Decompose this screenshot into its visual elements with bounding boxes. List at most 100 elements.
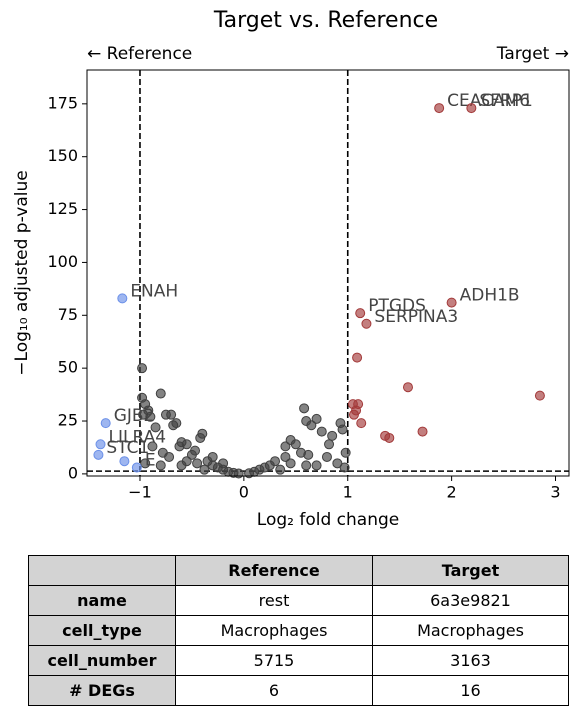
point: [434, 103, 445, 114]
point: [352, 352, 363, 363]
point: [384, 432, 395, 443]
point: [150, 422, 161, 433]
point: [311, 460, 322, 471]
point-label: LILRA4: [109, 427, 167, 447]
cell: Macrophages: [372, 615, 569, 646]
point-label: SFRP1: [479, 91, 532, 111]
y-tick-label: 0: [68, 463, 78, 482]
point: [95, 439, 106, 450]
header-cell: Reference: [175, 555, 373, 586]
point: [306, 420, 317, 431]
x-tick-label: 1: [343, 483, 353, 502]
point: [140, 458, 151, 469]
point: [176, 460, 187, 471]
table-row: name rest 6a3e9821: [28, 585, 569, 616]
point: [402, 382, 413, 393]
point-label: PTGDS: [368, 296, 426, 316]
cell: 6: [175, 675, 373, 706]
point: [131, 462, 142, 473]
point: [117, 293, 128, 304]
row-header: cell_number: [28, 645, 176, 676]
y-tick-label: 50: [58, 358, 78, 377]
point: [155, 388, 166, 399]
cell: 16: [372, 675, 569, 706]
point: [93, 449, 104, 460]
left-label: ← Reference: [87, 44, 192, 64]
point-label: ENAH: [130, 281, 178, 301]
table-row: cell_number 5715 3163: [28, 645, 569, 676]
cell: 3163: [372, 645, 569, 676]
point-label: STC1: [106, 438, 149, 458]
point: [280, 451, 291, 462]
cell: rest: [175, 585, 373, 616]
point: [275, 464, 286, 475]
y-tick-label: 25: [58, 411, 78, 430]
point: [301, 460, 312, 471]
point-label: E: [145, 451, 156, 471]
info-table: Reference Target name rest 6a3e9821 cell_ty…: [28, 555, 569, 706]
point-label: SERPINA3: [374, 307, 458, 327]
point: [137, 363, 148, 374]
point: [218, 458, 229, 469]
point: [285, 458, 296, 469]
point-label: GJB2: [114, 406, 155, 426]
point: [417, 426, 428, 437]
right-label: Target →: [496, 44, 569, 64]
row-header: # DEGs: [28, 675, 176, 706]
point: [311, 413, 322, 424]
x-tick-label: 0: [239, 483, 249, 502]
point: [534, 390, 545, 401]
x-tick-label: 3: [550, 483, 560, 502]
chart-title: Target vs. Reference: [213, 8, 438, 33]
point: [192, 458, 203, 469]
point: [168, 420, 179, 431]
point: [355, 308, 366, 319]
table-row: cell_type Macrophages Macrophages: [28, 615, 569, 646]
point: [155, 460, 166, 471]
header-cell: Target: [372, 555, 569, 586]
point: [280, 441, 291, 452]
point: [321, 451, 332, 462]
point: [195, 432, 206, 443]
point: [348, 409, 359, 420]
point: [340, 447, 351, 458]
point: [466, 103, 477, 114]
cell: Macrophages: [175, 615, 373, 646]
point: [166, 409, 177, 420]
point: [100, 418, 111, 429]
x-tick-label: 2: [447, 483, 457, 502]
point: [147, 441, 158, 452]
y-tick-label: 75: [58, 305, 78, 324]
point: [299, 403, 310, 414]
row-header: cell_type: [28, 615, 176, 646]
point: [207, 451, 218, 462]
cell: 6a3e9821: [372, 585, 569, 616]
chart: Target vs. Reference ← Reference Target …: [12, 8, 570, 530]
point: [181, 439, 192, 450]
point: [233, 468, 244, 479]
y-tick-label: 175: [47, 93, 78, 112]
point: [316, 426, 327, 437]
point: [290, 439, 301, 450]
point: [324, 439, 335, 450]
point: [119, 456, 130, 467]
cell: 5715: [175, 645, 373, 676]
point: [446, 297, 457, 308]
table-row: # DEGs 6 16: [28, 675, 569, 706]
point: [186, 449, 197, 460]
table-header: Reference Target: [28, 555, 569, 586]
point: [332, 458, 343, 469]
point: [339, 462, 350, 473]
point: [327, 430, 338, 441]
point: [199, 464, 210, 475]
row-header: name: [28, 585, 176, 616]
point: [361, 318, 372, 329]
point: [145, 411, 156, 422]
y-axis-label: −Log₁₀ adjusted p-value: [12, 170, 32, 375]
x-axis-label: Log₂ fold change: [257, 510, 399, 530]
corner-cell: [28, 555, 176, 586]
point-label: ADH1B: [460, 286, 520, 306]
point: [164, 451, 175, 462]
point: [303, 449, 314, 460]
